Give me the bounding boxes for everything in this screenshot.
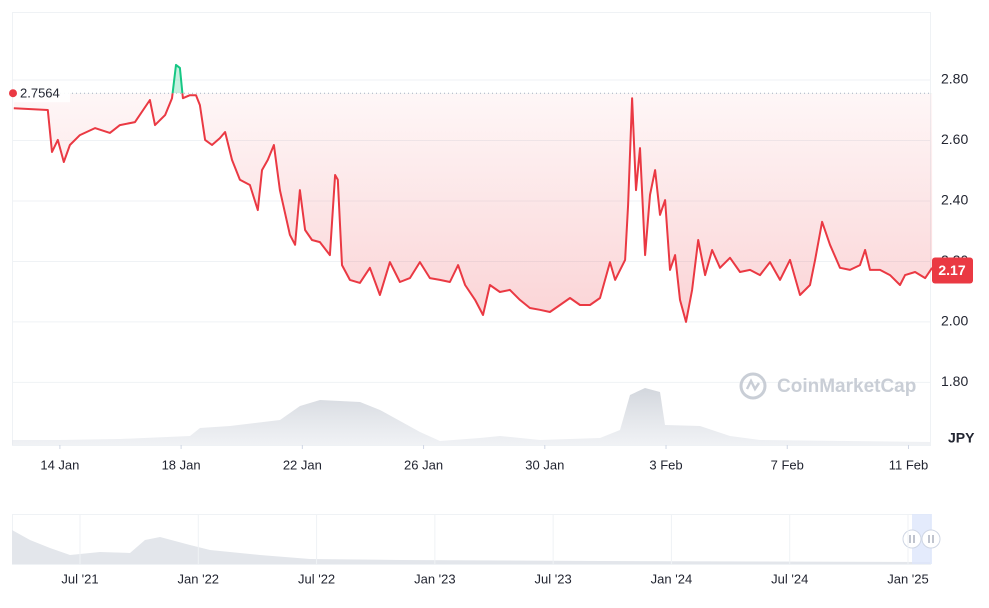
x-tick-label: 26 Jan (404, 457, 443, 472)
y-tick-label: 2.40 (941, 192, 968, 208)
reference-label-bg (14, 84, 70, 103)
x-tick-label: 11 Feb (889, 457, 929, 472)
navigator-label: Jul '21 (61, 571, 98, 586)
volume-area (12, 388, 930, 445)
reference-label: 2.7564 (20, 86, 60, 101)
currency-label: JPY (948, 430, 975, 446)
current-price-label: 2.17 (938, 262, 965, 278)
y-tick-label: 1.80 (941, 373, 968, 389)
watermark: CoinMarketCap (739, 372, 916, 400)
navigator-labels: Jul '21 Jan '22 Jul '22 Jan '23 Jul '23 Jan '… (61, 515, 929, 586)
navigator (12, 514, 941, 565)
navigator-label: Jan '22 (178, 571, 220, 586)
y-tick-label: 2.80 (941, 71, 968, 87)
navigator-label: Jul '23 (535, 571, 572, 586)
current-price-badge (932, 257, 973, 284)
x-tick-label: 3 Feb (649, 457, 682, 472)
x-tick-label: 30 Jan (525, 457, 564, 472)
navigator-label: Jan '24 (651, 571, 693, 586)
x-tick-label: 14 Jan (40, 457, 79, 472)
navigator-label: Jul '22 (298, 571, 335, 586)
plot (12, 63, 933, 323)
navigator-label: Jan '23 (414, 571, 456, 586)
navigator-label: Jan '25 (887, 571, 929, 586)
price-line (13, 93, 933, 323)
price-area (13, 93, 933, 322)
y-tick-label: 2.00 (941, 313, 968, 329)
navigator-label: Jul '24 (771, 571, 808, 586)
x-tick-label: 22 Jan (283, 457, 322, 472)
x-tick-label: 18 Jan (162, 457, 201, 472)
x-tick-label: 7 Feb (771, 457, 804, 472)
y-tick-label: 2.60 (941, 131, 968, 147)
reference-dot (9, 89, 17, 98)
watermark-text: CoinMarketCap (777, 376, 916, 397)
